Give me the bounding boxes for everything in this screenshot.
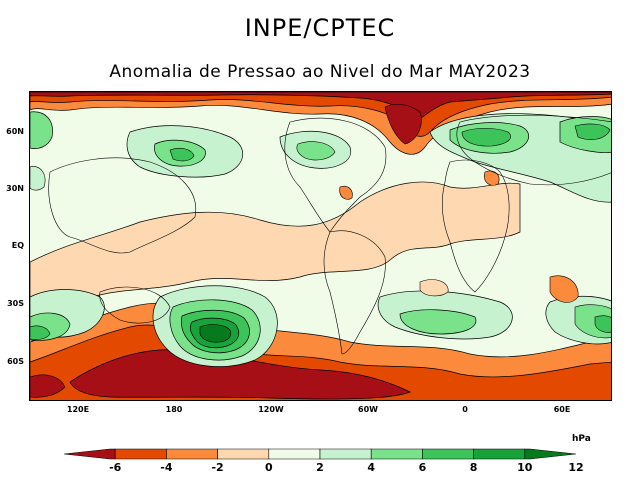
mediterranean-negative (484, 170, 500, 186)
lat-label-eq: EQ (11, 241, 24, 250)
colorbar-tick-label: -2 (211, 461, 224, 474)
colorbar-tick-label: 2 (316, 461, 324, 474)
colorbar-segment (166, 448, 218, 460)
southern-extreme-negative (30, 374, 66, 398)
colorbar-tick-label: 10 (517, 461, 533, 474)
tropical-negative-band (30, 181, 521, 308)
coastlines (48, 114, 611, 355)
west-edge-positive (30, 166, 46, 191)
southeast-positive-core (594, 315, 611, 333)
lon-label-120e: 120E (66, 405, 90, 414)
colorbar-segment (268, 448, 321, 460)
europe-positive-core (461, 127, 511, 147)
colorbar-segment (524, 448, 577, 460)
colorbar-segment (217, 448, 270, 460)
lat-label-60s: 60S (7, 357, 24, 366)
south-pacific-positive-core (199, 324, 232, 343)
colorbar-segment (319, 448, 372, 460)
colorbar-tick-label: 12 (568, 461, 584, 474)
south-indian-negative (549, 275, 579, 303)
south-atlantic-positive-core (399, 309, 477, 335)
lon-label-60e: 60E (553, 405, 571, 414)
colorbar-tick-label: 4 (367, 461, 376, 474)
colorbar-segments (63, 448, 577, 460)
map-subtitle: Anomalia de Pressao ao Nivel do Mar MAY2… (109, 62, 531, 82)
lat-label-60n: 60N (6, 127, 24, 136)
east-pacific-positive-core (296, 141, 336, 161)
arctic-strong-negative (30, 92, 611, 137)
arctic-extreme-negative (30, 92, 611, 121)
colorbar-unit: hPa (572, 434, 591, 444)
lat-label-30n: 30N (6, 184, 24, 193)
colorbar (63, 448, 577, 460)
lon-label-120w: 120W (258, 405, 284, 414)
colorbar-segment (63, 448, 116, 460)
colorbar-tick-label: -6 (109, 461, 122, 474)
north-pacific-positive-core (169, 147, 195, 162)
colorbar-tick-label: 0 (264, 461, 273, 474)
anomaly-field (30, 92, 611, 400)
colorbar-segment (473, 448, 526, 460)
main-title: INPE/CPTEC (244, 14, 396, 42)
colorbar-segment (114, 448, 167, 460)
scandinavia-positive-core (574, 123, 611, 140)
colorbar-tick-label: 6 (418, 461, 427, 474)
lon-label-0: 0 (462, 405, 468, 414)
lon-label-60w: 60W (358, 405, 378, 414)
colorbar-segment (422, 448, 474, 460)
colorbar-tick-label: -4 (160, 461, 173, 474)
anomaly-map (29, 91, 612, 401)
lat-label-30s: 30S (7, 299, 24, 308)
colorbar-tick-label: 8 (469, 461, 478, 474)
colorbar-segment (370, 448, 423, 460)
south-pacific-negative (419, 279, 449, 297)
lon-label-180: 180 (165, 405, 183, 414)
south-indian-positive-core (30, 325, 51, 340)
atlantic-negative (339, 185, 353, 200)
arctic-extreme-negative (384, 103, 422, 145)
west-edge-positive (30, 111, 53, 149)
